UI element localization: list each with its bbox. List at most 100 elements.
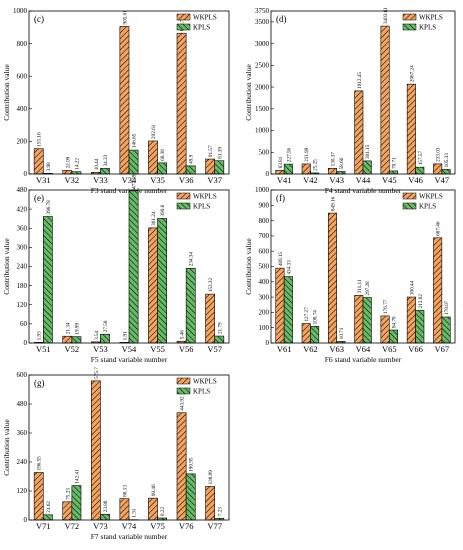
legend-swatch-kpls bbox=[402, 202, 417, 210]
kpls-bar-v76 bbox=[185, 473, 196, 521]
wkpls-bar-v35 bbox=[148, 140, 158, 175]
kpls-bar-v46 bbox=[415, 166, 425, 175]
kpls-value-label-v52: 19.99 bbox=[74, 323, 80, 335]
kpls-bar-v55 bbox=[157, 218, 168, 344]
chart-panel-6: 489.15 127.27 849.16 311.11 176.77 300.44 687.… bbox=[244, 186, 456, 364]
chart-panel-5: 1.93 21.34 3.54 1.91 361.24 5.46 153.32 396.78 1… bbox=[2, 174, 230, 364]
wkpls-value-label-v42: 231.99 bbox=[304, 147, 310, 162]
y-tick-label: 1000 bbox=[13, 7, 28, 15]
kpls-bar-v66 bbox=[415, 310, 425, 344]
x-tick-label: V32 bbox=[65, 175, 80, 185]
kpls-bar-v37 bbox=[214, 160, 225, 175]
x-tick-label: V41 bbox=[277, 175, 292, 185]
wkpls-value-label-v46: 2067.24 bbox=[409, 65, 415, 82]
legend-label-wkpls: WKPLS bbox=[193, 193, 217, 201]
x-tick-label: V65 bbox=[382, 344, 397, 354]
wkpls-value-label-v54: 1.91 bbox=[122, 331, 128, 340]
kpls-value-label-v43: 58.66 bbox=[339, 157, 345, 169]
kpls-bar-v33 bbox=[100, 168, 110, 175]
x-tick-label: V33 bbox=[93, 175, 108, 185]
wkpls-bar-v32 bbox=[62, 170, 73, 175]
y-tick-label: 300 bbox=[17, 244, 28, 252]
wkpls-bar-v47 bbox=[433, 163, 443, 175]
kpls-bar-v57 bbox=[214, 335, 225, 344]
x-tick-label: V54 bbox=[122, 344, 137, 354]
wkpls-bar-v66 bbox=[406, 296, 416, 344]
legend-swatch-wkpls bbox=[176, 377, 191, 385]
kpls-bar-v62 bbox=[310, 326, 320, 344]
y-axis-title: Contribution value bbox=[2, 419, 11, 476]
wkpls-value-label-v53: 3.54 bbox=[94, 330, 100, 339]
kpls-bar-v71 bbox=[42, 514, 53, 521]
wkpls-value-label-v64: 311.11 bbox=[357, 279, 363, 293]
x-tick-label: V64 bbox=[356, 344, 371, 354]
wkpls-value-label-v74: 88.13 bbox=[122, 485, 128, 497]
kpls-value-label-v66: 212.82 bbox=[418, 294, 424, 309]
kpls-value-label-v32: 14.22 bbox=[74, 158, 80, 170]
legend-swatch-kpls bbox=[176, 23, 191, 31]
x-tick-label: V73 bbox=[93, 521, 108, 531]
kpls-value-label-v34: 146.65 bbox=[132, 133, 138, 148]
kpls-bar-v54 bbox=[128, 190, 139, 344]
wkpls-value-label-v66: 300.44 bbox=[409, 280, 415, 295]
y-tick-label: 240 bbox=[17, 458, 28, 466]
chart-panel-4: 83.81 231.99 130.37 1912.45 3403.61 2067.24 23… bbox=[244, 7, 456, 195]
kpls-value-label-v36: 49.9 bbox=[189, 154, 195, 163]
y-tick-label: 0 bbox=[24, 516, 28, 524]
wkpls-value-label-v35: 202.61 bbox=[151, 124, 157, 139]
legend-swatch-wkpls bbox=[402, 192, 417, 200]
kpls-value-label-v45: 70.71 bbox=[391, 157, 397, 169]
y-tick-label: 0 bbox=[266, 170, 270, 178]
y-tick-label: 180 bbox=[17, 282, 28, 290]
wkpls-bar-v37 bbox=[205, 158, 216, 175]
x-tick-label: V56 bbox=[179, 344, 194, 354]
wkpls-value-label-v41: 83.81 bbox=[278, 156, 284, 168]
wkpls-bar-v44 bbox=[354, 90, 364, 175]
wkpls-value-label-v61: 489.15 bbox=[278, 251, 284, 266]
wkpls-value-label-v52: 21.34 bbox=[65, 322, 71, 334]
y-tick-label: 900 bbox=[259, 202, 270, 210]
x-tick-label: V57 bbox=[207, 344, 222, 354]
panel-label: (e) bbox=[34, 193, 44, 203]
x-tick-label: V66 bbox=[408, 344, 423, 354]
wkpls-value-label-v57: 153.32 bbox=[208, 277, 214, 292]
wkpls-bar-v42 bbox=[301, 163, 311, 175]
y-axis-title: Contribution value bbox=[244, 238, 253, 295]
wkpls-value-label-v33: 10.44 bbox=[94, 158, 100, 170]
kpls-value-label-v65: 84.78 bbox=[391, 316, 397, 328]
y-axis-title: Contribution value bbox=[2, 64, 11, 121]
kpls-bar-v52 bbox=[71, 336, 82, 344]
x-tick-label: V36 bbox=[179, 175, 194, 185]
y-tick-label: 360 bbox=[17, 429, 28, 437]
wkpls-value-label-v47: 233.03 bbox=[436, 147, 442, 162]
kpls-value-label-v71: 21.62 bbox=[46, 501, 52, 513]
wkpls-bar-v76 bbox=[176, 412, 187, 521]
kpls-value-label-v47: 105.33 bbox=[444, 153, 450, 168]
wkpls-value-label-v77: 138.99 bbox=[208, 470, 214, 485]
kpls-bar-v35 bbox=[157, 162, 168, 175]
kpls-bar-v47 bbox=[441, 169, 451, 175]
wkpls-bar-v31 bbox=[33, 148, 44, 175]
x-axis-title: F6 stand variable number bbox=[325, 355, 402, 364]
wkpls-value-label-v63: 849.16 bbox=[331, 196, 337, 211]
x-tick-label: V77 bbox=[207, 521, 222, 531]
y-tick-label: 1500 bbox=[255, 105, 270, 113]
legend-swatch-wkpls bbox=[402, 13, 417, 21]
wkpls-bar-v77 bbox=[205, 486, 216, 521]
y-tick-label: 800 bbox=[259, 217, 270, 225]
legend-label-kpls: KPLS bbox=[419, 203, 436, 211]
x-tick-label: V63 bbox=[329, 344, 344, 354]
kpls-value-label-v44: 301.15 bbox=[365, 144, 371, 159]
y-tick-label: 100 bbox=[259, 324, 270, 332]
wkpls-bar-v46 bbox=[406, 83, 416, 175]
wkpls-bar-v43 bbox=[327, 168, 338, 175]
y-tick-label: 120 bbox=[17, 487, 28, 495]
kpls-bar-v67 bbox=[441, 316, 451, 344]
x-axis-title: F7 stand variable number bbox=[91, 532, 168, 541]
wkpls-bar-v55 bbox=[148, 227, 158, 344]
kpls-bar-v61 bbox=[283, 276, 293, 344]
wkpls-value-label-v73: 575.7 bbox=[94, 367, 100, 379]
x-tick-label: V67 bbox=[435, 344, 450, 354]
wkpls-bar-v62 bbox=[301, 323, 311, 344]
